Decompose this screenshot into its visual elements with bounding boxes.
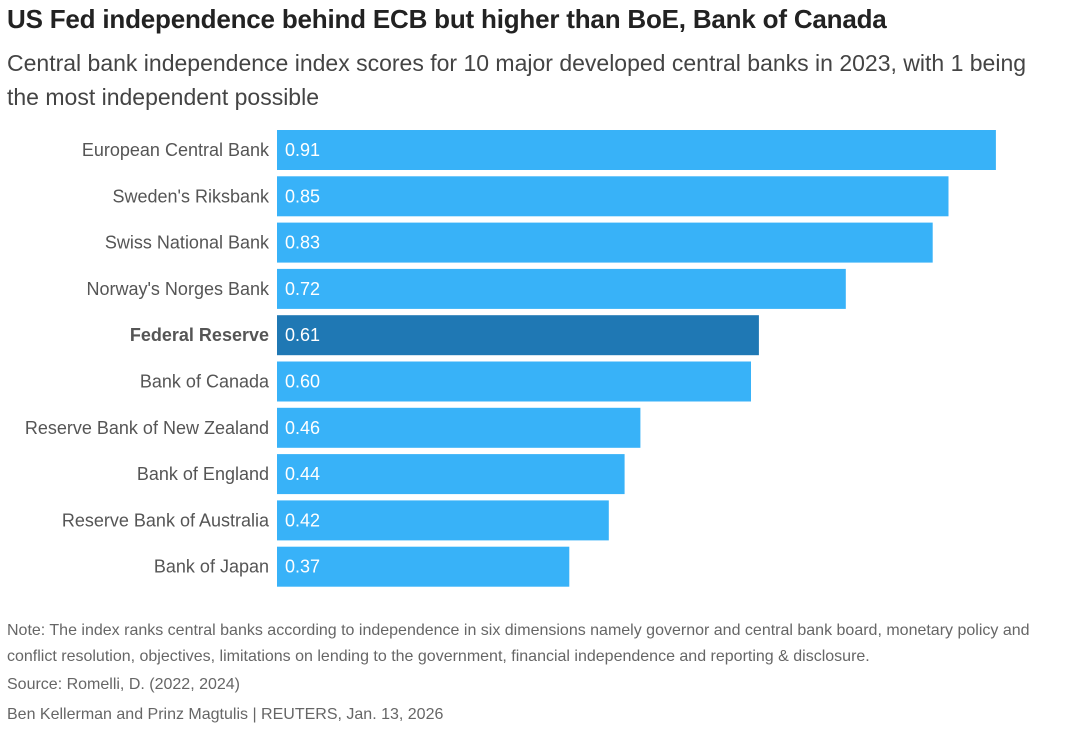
- category-label: Norway's Norges Bank: [86, 279, 270, 299]
- chart-byline: Ben Kellerman and Prinz Magtulis | REUTE…: [7, 706, 444, 723]
- bar-reserve-bank-of-new-zealand: [277, 407, 641, 448]
- value-label: 0.85: [285, 186, 320, 206]
- value-label: 0.72: [285, 279, 320, 299]
- chart-note: Note: The index ranks central banks acco…: [7, 622, 1030, 665]
- bar-bank-of-japan: [277, 546, 570, 587]
- category-label: Bank of England: [137, 464, 269, 484]
- chart-subtitle: Central bank independence index scores f…: [7, 50, 1027, 110]
- bar-bank-of-england: [277, 454, 625, 495]
- value-label: 0.46: [285, 418, 320, 438]
- bar-swiss-national-bank: [277, 222, 933, 263]
- bar-bank-of-canada: [277, 361, 751, 402]
- bar-reserve-bank-of-australia: [277, 500, 609, 541]
- value-label: 0.91: [285, 140, 320, 160]
- bar-norway-s-norges-bank: [277, 268, 846, 309]
- category-label: Reserve Bank of Australia: [62, 510, 270, 530]
- bar-federal-reserve: [277, 315, 759, 356]
- bar-chart: European Central Bank 0.91 Sweden's Riksba…: [25, 130, 996, 587]
- chart-source: Source: Romelli, D. (2022, 2024): [7, 676, 240, 693]
- category-label: European Central Bank: [82, 140, 270, 160]
- bar-sweden-s-riksbank: [277, 176, 949, 217]
- value-label: 0.37: [285, 557, 320, 577]
- value-label: 0.61: [285, 325, 320, 345]
- value-label: 0.42: [285, 510, 320, 530]
- category-label: Reserve Bank of New Zealand: [25, 418, 269, 438]
- value-label: 0.44: [285, 464, 320, 484]
- category-label: Bank of Canada: [140, 372, 270, 392]
- chart-title: US Fed independence behind ECB but highe…: [7, 4, 887, 34]
- category-label: Federal Reserve: [130, 325, 269, 345]
- bar-european-central-bank: [277, 130, 996, 170]
- value-label: 0.83: [285, 233, 320, 253]
- value-label: 0.60: [285, 372, 320, 392]
- category-label: Swiss National Bank: [105, 233, 270, 253]
- category-label: Bank of Japan: [154, 557, 269, 577]
- category-label: Sweden's Riksbank: [112, 186, 270, 206]
